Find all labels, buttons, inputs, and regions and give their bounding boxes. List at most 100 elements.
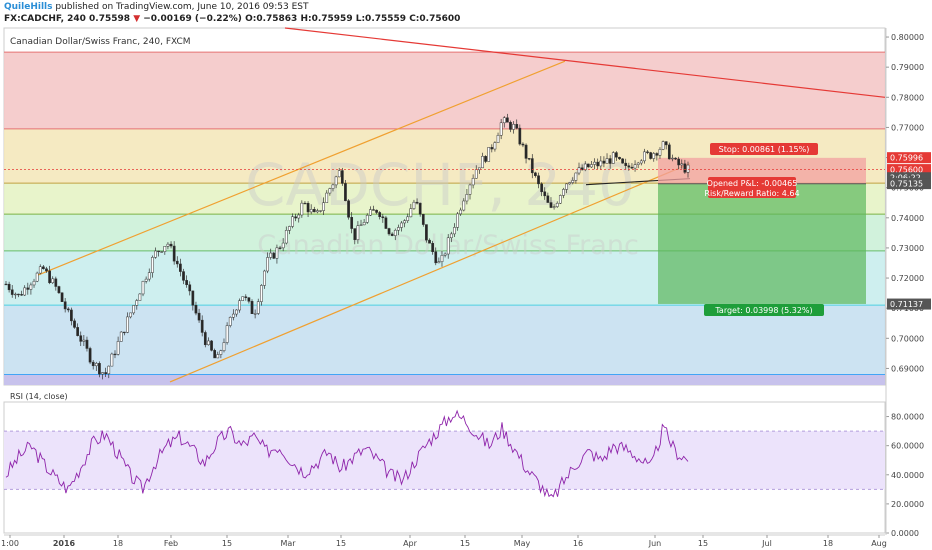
rsi-tick-label: 0.0000 xyxy=(891,529,919,538)
candle xyxy=(562,189,565,196)
candle xyxy=(26,287,30,290)
candle xyxy=(671,157,674,160)
channel-lower-line[interactable] xyxy=(169,163,691,383)
candle xyxy=(322,202,325,211)
candle xyxy=(263,270,266,286)
price-tag: 0.75600 xyxy=(887,164,931,176)
candle xyxy=(129,312,132,318)
candle xyxy=(194,305,198,314)
candle xyxy=(568,182,572,185)
candle xyxy=(256,301,260,314)
candle xyxy=(126,316,129,333)
ohlc-open: O:0.75863 xyxy=(245,14,298,24)
time-tick-label: 16 xyxy=(573,539,583,548)
candle xyxy=(175,260,179,265)
rsi-line xyxy=(5,409,689,498)
ohlc-high: H:0.75959 xyxy=(300,14,353,24)
fibonacci-bands xyxy=(4,51,885,385)
candle xyxy=(182,271,185,281)
candle xyxy=(17,293,20,296)
candle xyxy=(552,206,556,208)
candle xyxy=(328,188,332,194)
rsi-pane: 80.0000 60.0000 40.0000 20.0000 0.0000 xyxy=(3,401,924,538)
candle xyxy=(565,183,568,190)
candle xyxy=(384,217,388,229)
candle xyxy=(325,192,329,203)
candle xyxy=(225,325,229,343)
price-tag: 0.75135 xyxy=(887,178,931,190)
candle xyxy=(122,331,126,334)
candle xyxy=(397,227,400,231)
candle xyxy=(449,233,453,239)
candle xyxy=(334,176,338,186)
pnl-text: Opened P&L: -0.00465 xyxy=(707,179,798,188)
candle xyxy=(244,296,248,298)
stop-label-bg xyxy=(710,143,818,155)
resistance-line[interactable] xyxy=(284,27,886,98)
candle xyxy=(605,158,609,164)
candle xyxy=(353,228,357,240)
candle xyxy=(38,266,42,274)
publish-info: QuileHills published on TradingView.com,… xyxy=(4,2,309,12)
candle xyxy=(213,350,216,359)
candle xyxy=(210,340,213,351)
author-name[interactable]: QuileHills xyxy=(4,2,53,12)
quote-line: FX:CADCHF, 240 0.75598 ▼ −0.00169 (−0.22… xyxy=(4,14,460,24)
candle xyxy=(147,272,151,280)
candle xyxy=(23,287,27,296)
stop-label-text: Stop: 0.00861 (1.15%) xyxy=(719,145,810,154)
target-zone[interactable] xyxy=(658,183,866,304)
candle xyxy=(275,247,279,259)
time-tick-label: 15 xyxy=(222,539,232,548)
time-tick-label: Mar xyxy=(280,539,296,548)
candle xyxy=(288,226,291,231)
price-tag: 0.71137 xyxy=(887,298,931,310)
candle xyxy=(677,158,681,166)
candle xyxy=(624,162,628,166)
candle xyxy=(365,214,369,223)
time-tick-label: Aug xyxy=(871,539,887,548)
candle xyxy=(29,284,33,290)
candle xyxy=(247,297,251,302)
candle xyxy=(66,308,70,311)
candle xyxy=(611,152,615,164)
candle xyxy=(661,141,665,150)
candle xyxy=(443,253,447,256)
price-tick-label: 0.80000 xyxy=(891,33,924,42)
candle xyxy=(680,163,684,166)
channel-upper-line[interactable] xyxy=(37,60,566,276)
candle xyxy=(188,284,192,292)
stop-label: Stop: 0.00861 (1.15%) xyxy=(710,143,818,155)
time-tick-label: 1:00 xyxy=(1,539,19,548)
candle xyxy=(602,160,606,164)
candle xyxy=(381,216,385,219)
candle xyxy=(456,213,459,228)
candle xyxy=(13,293,17,296)
candle xyxy=(478,167,481,171)
candle xyxy=(530,158,534,174)
candle xyxy=(219,350,223,355)
candle xyxy=(347,200,350,218)
candle xyxy=(169,243,173,247)
candle xyxy=(135,300,139,306)
candle xyxy=(664,141,668,146)
candle xyxy=(574,172,578,181)
published-text: published on TradingView.com, June 10, 2… xyxy=(52,2,309,12)
candle xyxy=(216,354,220,359)
price-tag-text: 0.75135 xyxy=(890,180,923,189)
candle xyxy=(674,157,677,160)
candle xyxy=(350,217,354,229)
time-tick-label: 15 xyxy=(460,539,470,548)
candle xyxy=(203,332,207,346)
candle xyxy=(51,278,55,284)
candle xyxy=(85,339,89,349)
candle xyxy=(683,163,687,173)
candle xyxy=(207,340,210,346)
candle xyxy=(356,225,360,240)
candle xyxy=(446,237,450,255)
target-label-text: Target: 0.03998 (5.32%) xyxy=(714,306,812,315)
candle xyxy=(465,194,469,202)
candle xyxy=(231,313,235,318)
candle xyxy=(32,280,36,286)
